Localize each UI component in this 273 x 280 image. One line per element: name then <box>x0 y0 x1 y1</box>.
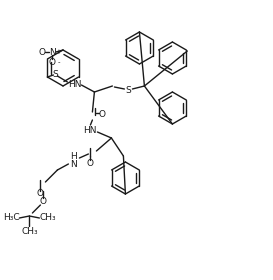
Text: CH₃: CH₃ <box>21 227 38 237</box>
Text: HN: HN <box>68 80 81 88</box>
Text: O: O <box>40 197 47 207</box>
Text: S: S <box>126 85 131 95</box>
Text: CH₃: CH₃ <box>39 214 56 223</box>
Text: +: + <box>55 49 61 55</box>
Text: O: O <box>38 48 46 57</box>
Text: HN: HN <box>83 125 96 134</box>
Text: S: S <box>52 69 58 78</box>
Text: H: H <box>70 151 77 160</box>
Text: O: O <box>99 109 106 118</box>
Text: N: N <box>70 160 77 169</box>
Text: O: O <box>37 190 44 199</box>
Text: N: N <box>49 48 55 57</box>
Text: O: O <box>87 158 94 167</box>
Text: -: - <box>58 59 60 65</box>
Text: H₃C: H₃C <box>3 214 20 223</box>
Text: O: O <box>49 57 55 67</box>
